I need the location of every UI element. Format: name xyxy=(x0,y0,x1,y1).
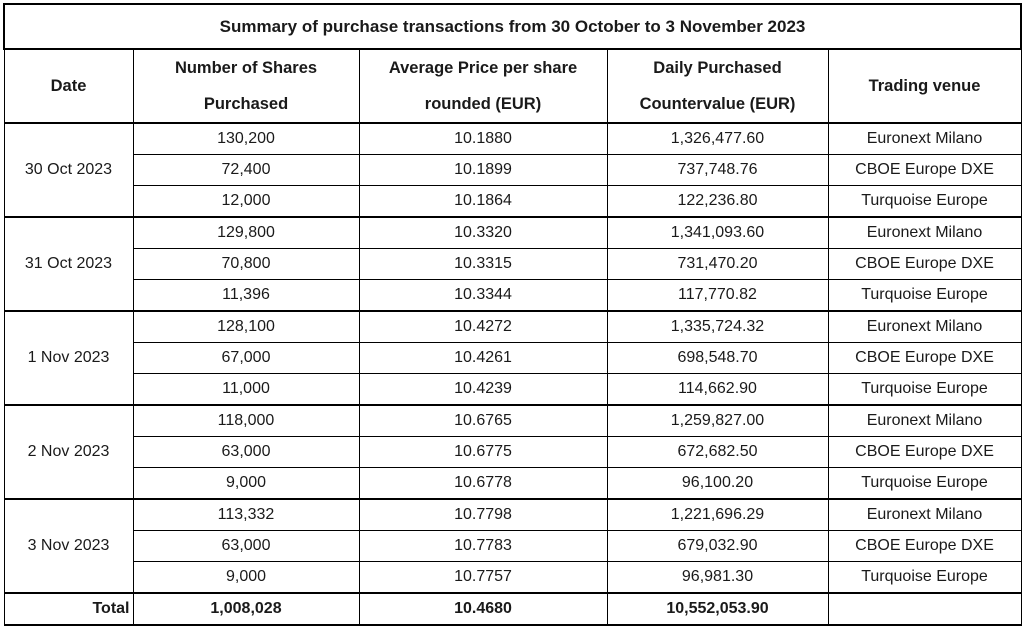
shares-cell: 70,800 xyxy=(132,248,360,280)
date-cell: 3 Nov 2023 xyxy=(3,498,134,594)
table-row: 63,000 10.6775 672,682.50 CBOE Europe DX… xyxy=(4,436,1022,468)
header-row: Date Number of Shares Purchased Average … xyxy=(3,48,1022,124)
avg-price-cell: 10.6765 xyxy=(358,404,608,437)
venue-cell: CBOE Europe DXE xyxy=(827,154,1022,186)
avg-price-cell: 10.6778 xyxy=(358,467,608,500)
date-cell: 30 Oct 2023 xyxy=(3,122,134,218)
table-row: 1 Nov 2023 128,100 10.4272 1,335,724.32 … xyxy=(3,310,1022,406)
avg-price-cell: 10.7757 xyxy=(358,561,608,594)
avg-price-cell: 10.1899 xyxy=(358,154,608,186)
table-row: 70,800 10.3315 731,470.20 CBOE Europe DX… xyxy=(4,248,1022,280)
table-row: 2 Nov 2023 118,000 10.6765 1,259,827.00 … xyxy=(3,404,1022,500)
avg-price-cell: 10.4261 xyxy=(358,342,608,374)
countervalue-cell: 117,770.82 xyxy=(606,279,829,312)
purchase-summary-table: Summary of purchase transactions from 30… xyxy=(2,3,1023,626)
countervalue-cell: 1,259,827.00 xyxy=(606,404,829,437)
table-row: 11,000 10.4239 114,662.90 Turquoise Euro… xyxy=(4,373,1022,406)
total-row: Total 1,008,028 10.4680 10,552,053.90 xyxy=(3,592,1022,626)
summary-table-container: Summary of purchase transactions from 30… xyxy=(2,3,1023,626)
header-countervalue: Daily Purchased Countervalue (EUR) xyxy=(606,48,829,124)
table-row: 12,000 10.1864 122,236.80 Turquoise Euro… xyxy=(4,185,1022,218)
venue-cell: CBOE Europe DXE xyxy=(827,436,1022,468)
countervalue-cell: 114,662.90 xyxy=(606,373,829,406)
shares-cell: 11,396 xyxy=(132,279,360,312)
header-date: Date xyxy=(3,48,134,124)
countervalue-cell: 679,032.90 xyxy=(606,530,829,562)
venue-cell: Turquoise Europe xyxy=(827,561,1022,594)
countervalue-cell: 672,682.50 xyxy=(606,436,829,468)
total-countervalue: 10,552,053.90 xyxy=(606,592,829,626)
venue-cell: Turquoise Europe xyxy=(827,185,1022,218)
header-avg-price: Average Price per share rounded (EUR) xyxy=(358,48,608,124)
countervalue-cell: 122,236.80 xyxy=(606,185,829,218)
venue-cell: Turquoise Europe xyxy=(827,279,1022,312)
avg-price-cell: 10.4239 xyxy=(358,373,608,406)
total-shares: 1,008,028 xyxy=(132,592,360,626)
total-avg-price: 10.4680 xyxy=(358,592,608,626)
venue-cell: Euronext Milano xyxy=(827,216,1022,249)
shares-cell: 128,100 xyxy=(132,310,360,343)
venue-cell: CBOE Europe DXE xyxy=(827,248,1022,280)
countervalue-cell: 1,335,724.32 xyxy=(606,310,829,343)
avg-price-cell: 10.7798 xyxy=(358,498,608,531)
shares-cell: 9,000 xyxy=(132,467,360,500)
table-row: 63,000 10.7783 679,032.90 CBOE Europe DX… xyxy=(4,530,1022,562)
table-title: Summary of purchase transactions from 30… xyxy=(2,3,1023,50)
venue-cell: Euronext Milano xyxy=(827,310,1022,343)
table-row: 72,400 10.1899 737,748.76 CBOE Europe DX… xyxy=(4,154,1022,186)
avg-price-cell: 10.3344 xyxy=(358,279,608,312)
shares-cell: 72,400 xyxy=(132,154,360,186)
countervalue-cell: 1,341,093.60 xyxy=(606,216,829,249)
table-row: 30 Oct 2023 130,200 10.1880 1,326,477.60… xyxy=(3,122,1022,218)
total-venue xyxy=(827,592,1022,626)
table-row: 9,000 10.6778 96,100.20 Turquoise Europe xyxy=(4,467,1022,500)
shares-cell: 63,000 xyxy=(132,530,360,562)
shares-cell: 12,000 xyxy=(132,185,360,218)
avg-price-cell: 10.1864 xyxy=(358,185,608,218)
avg-price-cell: 10.3320 xyxy=(358,216,608,249)
countervalue-cell: 731,470.20 xyxy=(606,248,829,280)
header-venue: Trading venue xyxy=(827,48,1022,124)
venue-cell: Euronext Milano xyxy=(827,498,1022,531)
shares-cell: 113,332 xyxy=(132,498,360,531)
header-shares: Number of Shares Purchased xyxy=(132,48,360,124)
countervalue-cell: 698,548.70 xyxy=(606,342,829,374)
date-cell: 1 Nov 2023 xyxy=(3,310,134,406)
shares-cell: 118,000 xyxy=(132,404,360,437)
countervalue-cell: 1,221,696.29 xyxy=(606,498,829,531)
avg-price-cell: 10.4272 xyxy=(358,310,608,343)
venue-cell: Euronext Milano xyxy=(827,122,1022,155)
avg-price-cell: 10.1880 xyxy=(358,122,608,155)
shares-cell: 67,000 xyxy=(132,342,360,374)
table-row: 31 Oct 2023 129,800 10.3320 1,341,093.60… xyxy=(3,216,1022,312)
total-label: Total xyxy=(3,592,134,626)
table-row: 9,000 10.7757 96,981.30 Turquoise Europe xyxy=(4,561,1022,594)
countervalue-cell: 96,100.20 xyxy=(606,467,829,500)
shares-cell: 130,200 xyxy=(132,122,360,155)
table-row: 67,000 10.4261 698,548.70 CBOE Europe DX… xyxy=(4,342,1022,374)
venue-cell: Turquoise Europe xyxy=(827,467,1022,500)
countervalue-cell: 737,748.76 xyxy=(606,154,829,186)
countervalue-cell: 1,326,477.60 xyxy=(606,122,829,155)
venue-cell: CBOE Europe DXE xyxy=(827,530,1022,562)
avg-price-cell: 10.7783 xyxy=(358,530,608,562)
table-row: 3 Nov 2023 113,332 10.7798 1,221,696.29 … xyxy=(3,498,1022,594)
avg-price-cell: 10.3315 xyxy=(358,248,608,280)
shares-cell: 63,000 xyxy=(132,436,360,468)
venue-cell: Euronext Milano xyxy=(827,404,1022,437)
venue-cell: Turquoise Europe xyxy=(827,373,1022,406)
table-row: 11,396 10.3344 117,770.82 Turquoise Euro… xyxy=(4,279,1022,312)
venue-cell: CBOE Europe DXE xyxy=(827,342,1022,374)
date-cell: 2 Nov 2023 xyxy=(3,404,134,500)
shares-cell: 11,000 xyxy=(132,373,360,406)
shares-cell: 9,000 xyxy=(132,561,360,594)
avg-price-cell: 10.6775 xyxy=(358,436,608,468)
shares-cell: 129,800 xyxy=(132,216,360,249)
date-cell: 31 Oct 2023 xyxy=(3,216,134,312)
countervalue-cell: 96,981.30 xyxy=(606,561,829,594)
